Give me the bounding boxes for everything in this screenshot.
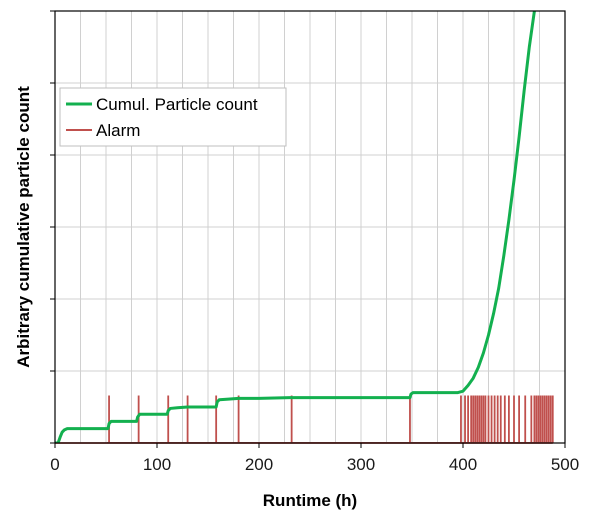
x-tick-label: 0 xyxy=(50,455,59,474)
x-axis-label: Runtime (h) xyxy=(263,491,357,510)
legend-box xyxy=(59,87,287,147)
x-tick-label: 500 xyxy=(551,455,579,474)
legend: Cumul. Particle count Alarm xyxy=(59,87,287,147)
x-tick-label: 200 xyxy=(245,455,273,474)
x-tick-label: 300 xyxy=(347,455,375,474)
legend-label-alarm: Alarm xyxy=(96,121,140,140)
x-tick-label: 100 xyxy=(143,455,171,474)
series-alarm-line xyxy=(107,395,554,443)
legend-label-cumul-particle-count: Cumul. Particle count xyxy=(96,95,258,114)
y-axis-label: Arbitrary cumulative particle count xyxy=(14,86,33,368)
x-tick-label: 400 xyxy=(449,455,477,474)
gridlines xyxy=(55,11,565,443)
x-ticks: 0 100 200 300 400 500 xyxy=(50,10,579,474)
series-cumul-particle-count-line xyxy=(55,11,536,443)
